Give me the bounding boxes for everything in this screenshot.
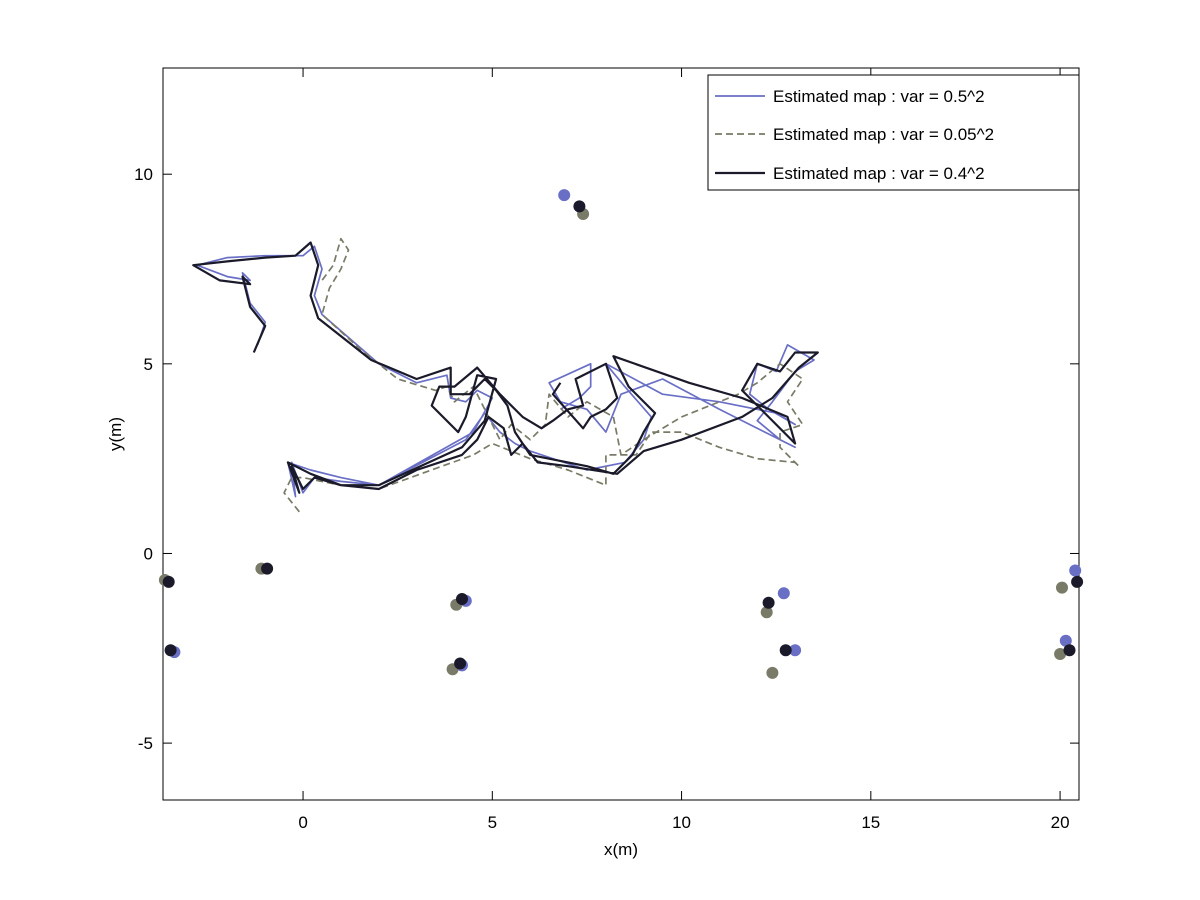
x-tick-label-0: 0 — [298, 813, 307, 832]
series-line-0 — [196, 245, 815, 498]
landmark-point-2-2 — [164, 644, 177, 657]
landmark-point-2-6 — [762, 596, 775, 609]
x-axis-label: x(m) — [604, 840, 638, 859]
landmark-point-2-1 — [162, 575, 175, 588]
y-axis-label: y(m) — [106, 417, 125, 451]
landmark-layer — [158, 189, 1084, 679]
landmark-point-0-6 — [1069, 564, 1082, 577]
landmark-point-0-4 — [777, 587, 790, 600]
y-tick-label-1: 0 — [144, 544, 153, 563]
legend-box — [707, 74, 1080, 191]
legend-label-series-2: Estimated map : var = 0.4^2 — [773, 164, 985, 183]
landmark-point-1-8 — [1054, 648, 1067, 660]
x-tick-label-2: 10 — [672, 813, 691, 832]
landmark-point-2-4 — [456, 593, 468, 605]
landmark-point-0-7 — [1059, 634, 1072, 647]
landmark-point-2-8 — [1071, 575, 1084, 588]
y-tick-label-0: -5 — [138, 734, 153, 753]
tick-layer: 0 5 10 15 20 -5 0 5 10 — [134, 68, 1079, 832]
series-layer — [192, 237, 819, 513]
legend: Estimated map : var = 0.5^2 Estimated ma… — [707, 74, 1080, 191]
series-line-2 — [192, 241, 819, 494]
landmark-point-2-3 — [261, 562, 274, 575]
landmark-point-0-0 — [558, 189, 571, 202]
x-tick-label-1: 5 — [488, 813, 497, 832]
landmark-point-0-5 — [789, 644, 802, 657]
x-tick-label-3: 15 — [861, 813, 880, 832]
landmark-point-1-6 — [766, 666, 779, 679]
legend-label-series-0: Estimated map : var = 0.5^2 — [773, 87, 985, 106]
legend-label-series-1: Estimated map : var = 0.05^2 — [773, 125, 994, 144]
y-tick-label-2: 5 — [144, 355, 153, 374]
landmark-point-1-7 — [1056, 581, 1068, 594]
landmark-point-2-9 — [1063, 644, 1076, 657]
landmark-point-2-5 — [454, 657, 467, 670]
y-tick-label-3: 10 — [134, 165, 153, 184]
landmark-point-1-5 — [760, 606, 773, 619]
x-tick-label-4: 20 — [1051, 813, 1070, 832]
landmark-point-2-0 — [573, 200, 586, 213]
landmark-point-2-7 — [779, 644, 792, 657]
